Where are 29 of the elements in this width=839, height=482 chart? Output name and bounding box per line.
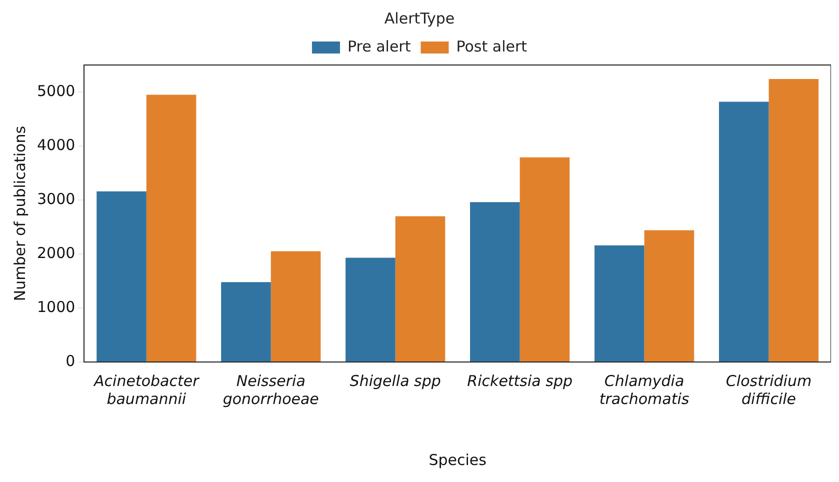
x-tick-label: Chlamydia trachomatis — [599, 372, 690, 408]
x-tick-label: Acinetobacter baumannii — [93, 372, 200, 408]
y-tick-label: 5000 — [36, 82, 76, 100]
x-tick-label: Rickettsia spp — [467, 372, 572, 390]
x-tick-label: Neisseria gonorrhoeae — [222, 372, 319, 408]
bar — [520, 157, 570, 362]
y-axis-title: Number of publications — [10, 126, 29, 302]
x-tick-label: Shigella spp — [350, 372, 441, 390]
bar — [768, 79, 819, 362]
y-tick-label: 2000 — [36, 244, 76, 262]
y-tick-label: 0 — [66, 352, 76, 370]
legend-title: AlertType — [384, 9, 455, 28]
bar — [594, 245, 644, 362]
x-axis-title: Species — [428, 450, 487, 469]
y-tick-label: 3000 — [36, 190, 76, 208]
bar — [346, 258, 396, 362]
bar — [221, 282, 271, 362]
y-tick-label: 4000 — [36, 136, 76, 154]
x-tick-label: Clostridium difficile — [726, 372, 812, 408]
bar — [718, 102, 769, 362]
bar — [96, 191, 146, 362]
bar — [644, 230, 694, 362]
bar — [146, 94, 196, 362]
y-tick-label: 1000 — [36, 298, 76, 316]
bar — [470, 202, 520, 362]
legend-label: Post alert — [456, 37, 528, 56]
bar — [270, 251, 321, 362]
legend-label: Pre alert — [347, 37, 411, 56]
bar — [395, 216, 446, 362]
